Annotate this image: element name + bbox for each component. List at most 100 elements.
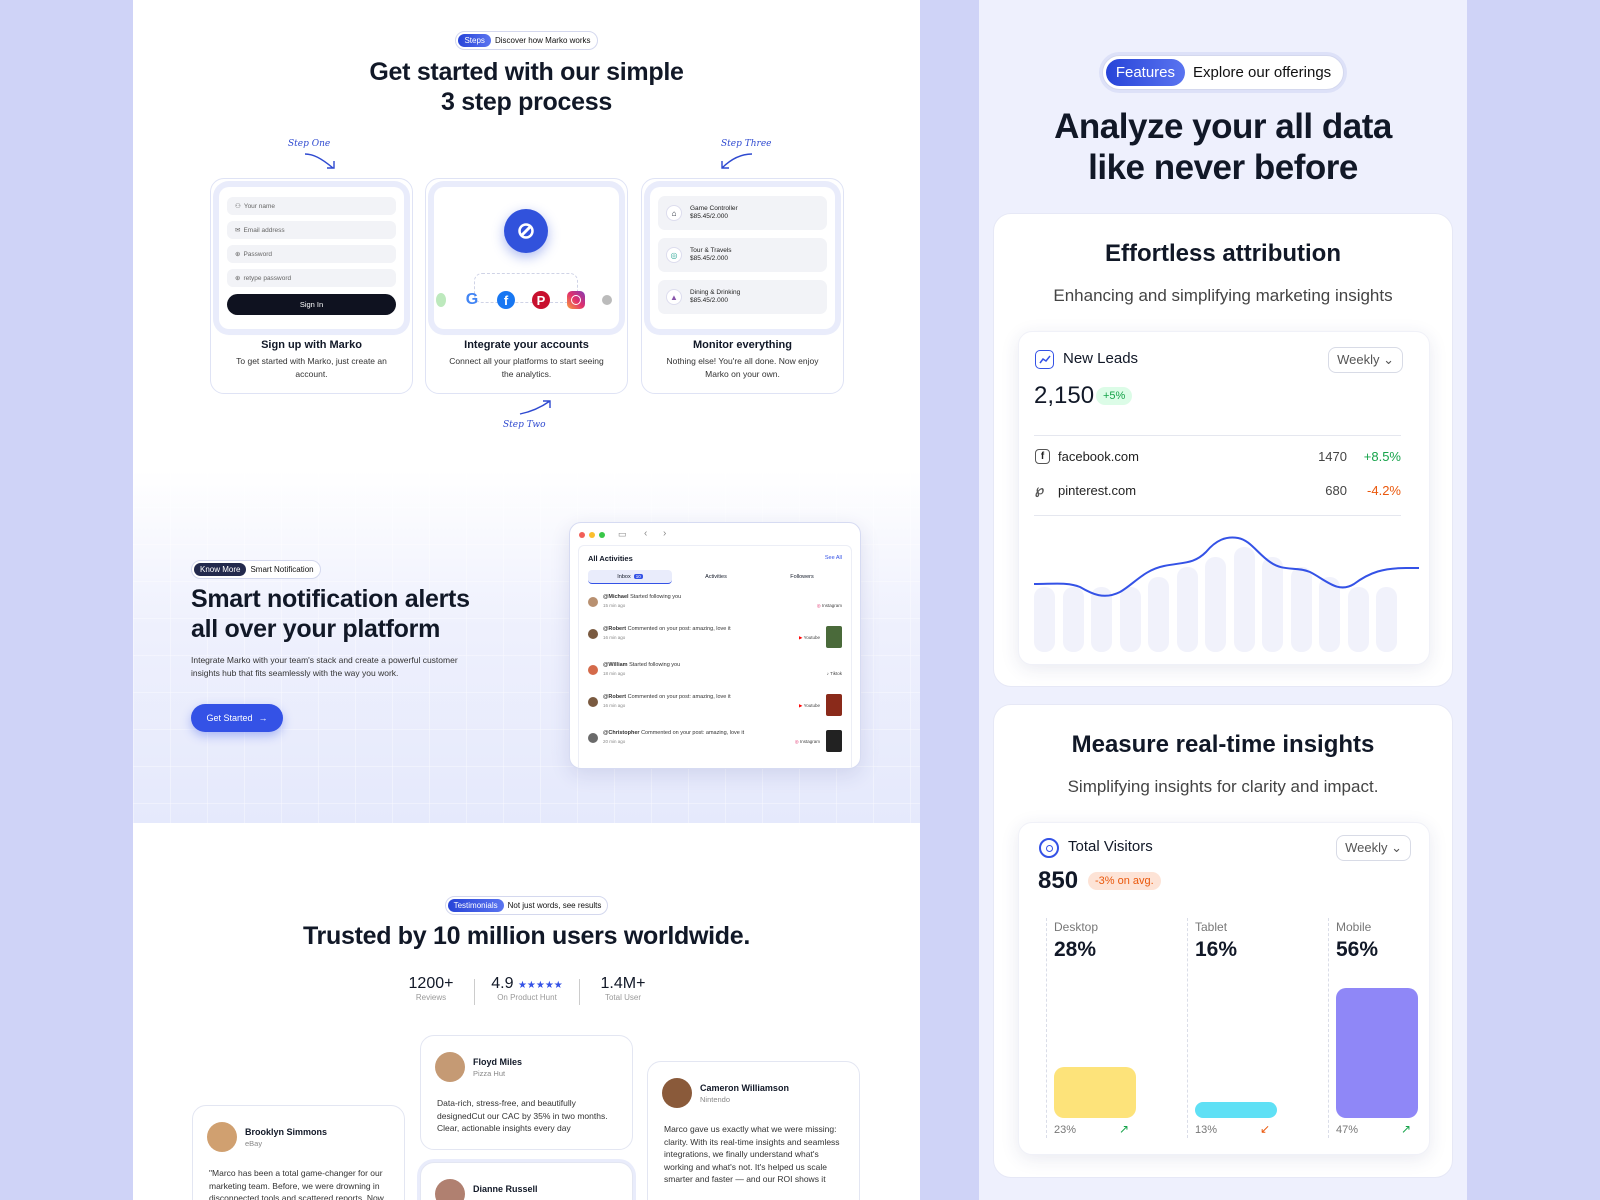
stat-reviews: 1200+ Reviews xyxy=(408,975,454,1002)
tab-followers[interactable]: Followers xyxy=(790,574,814,580)
step-card-title: Sign up with Marko xyxy=(261,339,362,351)
minimize-dot[interactable] xyxy=(589,532,595,538)
step-card-signup: ⚇ Your name ✉ Email address ⊕ Password ⊕ ret… xyxy=(210,178,413,394)
get-started-button[interactable]: Get Started → xyxy=(191,704,283,732)
retype-password-field[interactable]: ⊕ retype password xyxy=(227,269,396,287)
instagram-icon: ◎ xyxy=(816,603,821,608)
device-share: 16% xyxy=(1195,938,1238,961)
steps-tag-text: Discover how Marko works xyxy=(494,36,591,45)
step-three-label: Step Three xyxy=(721,139,772,149)
activity-row[interactable]: @Robert Commented on your post: amazing,… xyxy=(588,694,842,722)
stat-total-users: 1.4M+ Total User xyxy=(600,975,646,1002)
device-name: Desktop xyxy=(1054,920,1099,934)
notification-section: Know More Smart Notification Smart notif… xyxy=(133,470,920,823)
testimonial-company: Pizza Hut xyxy=(473,1069,506,1078)
monitor-list: ⌂ Game Controller $85.45/2.000 ◎ Tour & Tra… xyxy=(650,187,835,329)
avatar xyxy=(435,1179,465,1200)
forward-icon[interactable]: › xyxy=(663,528,667,539)
total-visitors-widget: Total Visitors Weekly ⌄ 850 -3% on avg. … xyxy=(1018,822,1430,1155)
user-icon: ⚇ xyxy=(235,203,241,210)
notify-pill-wrap: Know More Smart Notification xyxy=(191,559,321,579)
avatar xyxy=(207,1122,237,1152)
testimonials-pill-wrap: Testimonials Not just words, see results xyxy=(133,895,920,915)
divider xyxy=(1034,435,1401,436)
rating-stars: ★★★★★ xyxy=(517,980,563,991)
period-select[interactable]: Weekly ⌄ xyxy=(1336,835,1411,861)
activity-row[interactable]: @William Started following you 18 min ag… xyxy=(588,662,842,690)
arrow-up-right-icon: ↗ xyxy=(1401,1122,1412,1136)
instagram-icon[interactable] xyxy=(567,291,585,309)
pinterest-icon[interactable]: P xyxy=(532,291,550,309)
testimonial-name: Cameron Williamson xyxy=(700,1083,789,1093)
visitors-change-badge: -3% on avg. xyxy=(1088,872,1161,890)
features-pill: Features Explore our offerings xyxy=(1101,55,1345,90)
features-right-panel: Features Explore our offerings Analyze y… xyxy=(979,0,1467,1200)
steps-pill: Steps Discover how Marko works xyxy=(455,31,598,50)
steps-tag: Steps xyxy=(458,34,491,47)
monitor-item: ⌂ Game Controller $85.45/2.000 xyxy=(658,196,827,230)
signin-button[interactable]: Sign In xyxy=(227,294,396,315)
insights-subtitle: Simplifying insights for clarity and imp… xyxy=(1067,777,1379,796)
email-field[interactable]: ✉ Email address xyxy=(227,221,396,239)
stat-divider xyxy=(579,979,580,1005)
tab-inbox[interactable]: Inbox 10 xyxy=(588,570,672,584)
device-bar xyxy=(1336,988,1418,1118)
step-card-title: Monitor everything xyxy=(692,339,792,351)
password-field[interactable]: ⊕ Password xyxy=(227,245,396,263)
stats-row: 1200+ Reviews 4.9 ★★★★★ On Product Hunt … xyxy=(400,975,654,1005)
name-field[interactable]: ⚇ Your name xyxy=(227,197,396,215)
device-bar xyxy=(1195,1102,1277,1118)
google-icon[interactable]: G xyxy=(465,291,479,308)
avatar xyxy=(588,733,598,743)
mail-icon: ✉ xyxy=(235,227,241,234)
maximize-dot[interactable] xyxy=(599,532,605,538)
arrow-right-icon: → xyxy=(258,713,268,723)
chevron-down-icon: ⌄ xyxy=(1391,840,1402,855)
activities-title: All Activities xyxy=(588,554,633,563)
youtube-icon: ▶ xyxy=(799,635,803,640)
activity-row[interactable]: @Robert Commented on your post: amazing,… xyxy=(588,626,842,654)
steps-title-line2: 3 step process xyxy=(441,88,612,116)
features-pill-wrap: Features Explore our offerings xyxy=(979,55,1467,90)
chart-background-bars xyxy=(1034,547,1397,652)
activity-row[interactable]: @Michael Started following you 15 min ag… xyxy=(588,594,842,622)
leads-trend-line xyxy=(1034,536,1419,597)
device-name: Mobile xyxy=(1336,920,1372,934)
tab-activities[interactable]: Activities xyxy=(705,574,727,580)
facebook-icon: f xyxy=(1035,449,1050,464)
avatar xyxy=(588,697,598,707)
leads-trend-chart xyxy=(1034,536,1419,652)
stat-divider xyxy=(474,979,475,1005)
activity-row[interactable]: @Christopher Commented on your post: ama… xyxy=(588,730,842,758)
avatar xyxy=(588,665,598,675)
gamepad-icon: ⌂ xyxy=(666,205,682,221)
back-icon[interactable]: ‹ xyxy=(644,528,648,539)
period-select[interactable]: Weekly ⌄ xyxy=(1328,347,1403,373)
faded-app-icon xyxy=(602,295,612,305)
testimonial-text: "Marco has been a total game-changer for… xyxy=(209,1168,384,1200)
facebook-icon[interactable]: f xyxy=(497,291,515,309)
instagram-icon: ◎ xyxy=(794,739,799,744)
testimonial-card: Brooklyn Simmons eBay "Marco has been a … xyxy=(192,1105,405,1200)
avatar xyxy=(662,1078,692,1108)
device-column: Tablet 16% 13% ↙ xyxy=(1187,918,1277,1138)
leads-total: 2,150 xyxy=(1034,382,1095,409)
see-all-link[interactable]: See All xyxy=(824,555,842,561)
signup-form: ⚇ Your name ✉ Email address ⊕ Password ⊕ ret… xyxy=(219,187,404,329)
know-more-tag: Know More xyxy=(194,563,247,576)
testimonial-name: Floyd Miles xyxy=(473,1057,523,1067)
sidebar-toggle-icon[interactable]: ▭ xyxy=(618,529,627,539)
window-controls xyxy=(579,532,605,538)
testimonial-card: Dianne Russell xyxy=(420,1162,633,1200)
avatar xyxy=(588,629,598,639)
step-two-arrow-icon xyxy=(519,400,551,415)
testimonials-tag-text: Not just words, see results xyxy=(507,901,602,910)
testimonial-company: Nintendo xyxy=(700,1095,731,1104)
arrow-down-left-icon: ↙ xyxy=(1260,1122,1271,1136)
avatar xyxy=(435,1052,465,1082)
notify-title: Smart notification alerts all over your … xyxy=(191,585,470,643)
leads-change-badge: +5% xyxy=(1096,387,1133,405)
close-dot[interactable] xyxy=(579,532,585,538)
lock-icon: ⊕ xyxy=(235,251,241,258)
inbox-count-badge: 10 xyxy=(633,574,643,579)
